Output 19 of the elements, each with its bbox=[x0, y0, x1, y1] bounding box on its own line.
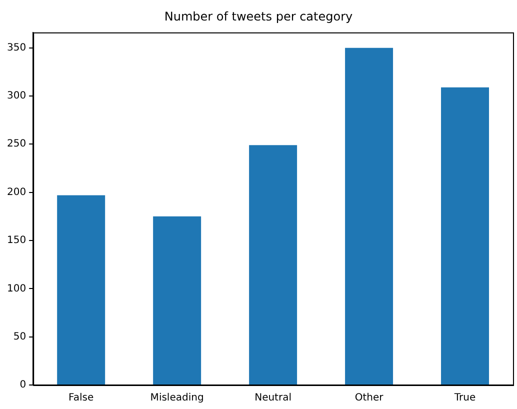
y-tick-label: 300 bbox=[6, 90, 26, 102]
y-tick-label: 200 bbox=[6, 186, 26, 198]
y-tick-label: 250 bbox=[6, 138, 26, 150]
y-tick-label: 350 bbox=[6, 42, 26, 54]
x-tick-label: Other bbox=[354, 392, 384, 404]
chart-title: Number of tweets per category bbox=[164, 9, 353, 24]
bar bbox=[441, 87, 490, 384]
y-tick-label: 100 bbox=[6, 283, 26, 294]
y-tick-label: 0 bbox=[20, 380, 26, 391]
bar bbox=[345, 48, 394, 384]
y-tick-label: 50 bbox=[13, 331, 26, 342]
bar bbox=[249, 145, 298, 384]
bar bbox=[57, 195, 106, 384]
x-tick-label: Neutral bbox=[254, 392, 292, 404]
bar bbox=[153, 216, 202, 384]
x-tick-label: Misleading bbox=[150, 392, 204, 404]
x-tick-label: True bbox=[453, 392, 476, 404]
x-tick-label: False bbox=[68, 392, 94, 404]
y-tick-label: 150 bbox=[6, 235, 26, 246]
